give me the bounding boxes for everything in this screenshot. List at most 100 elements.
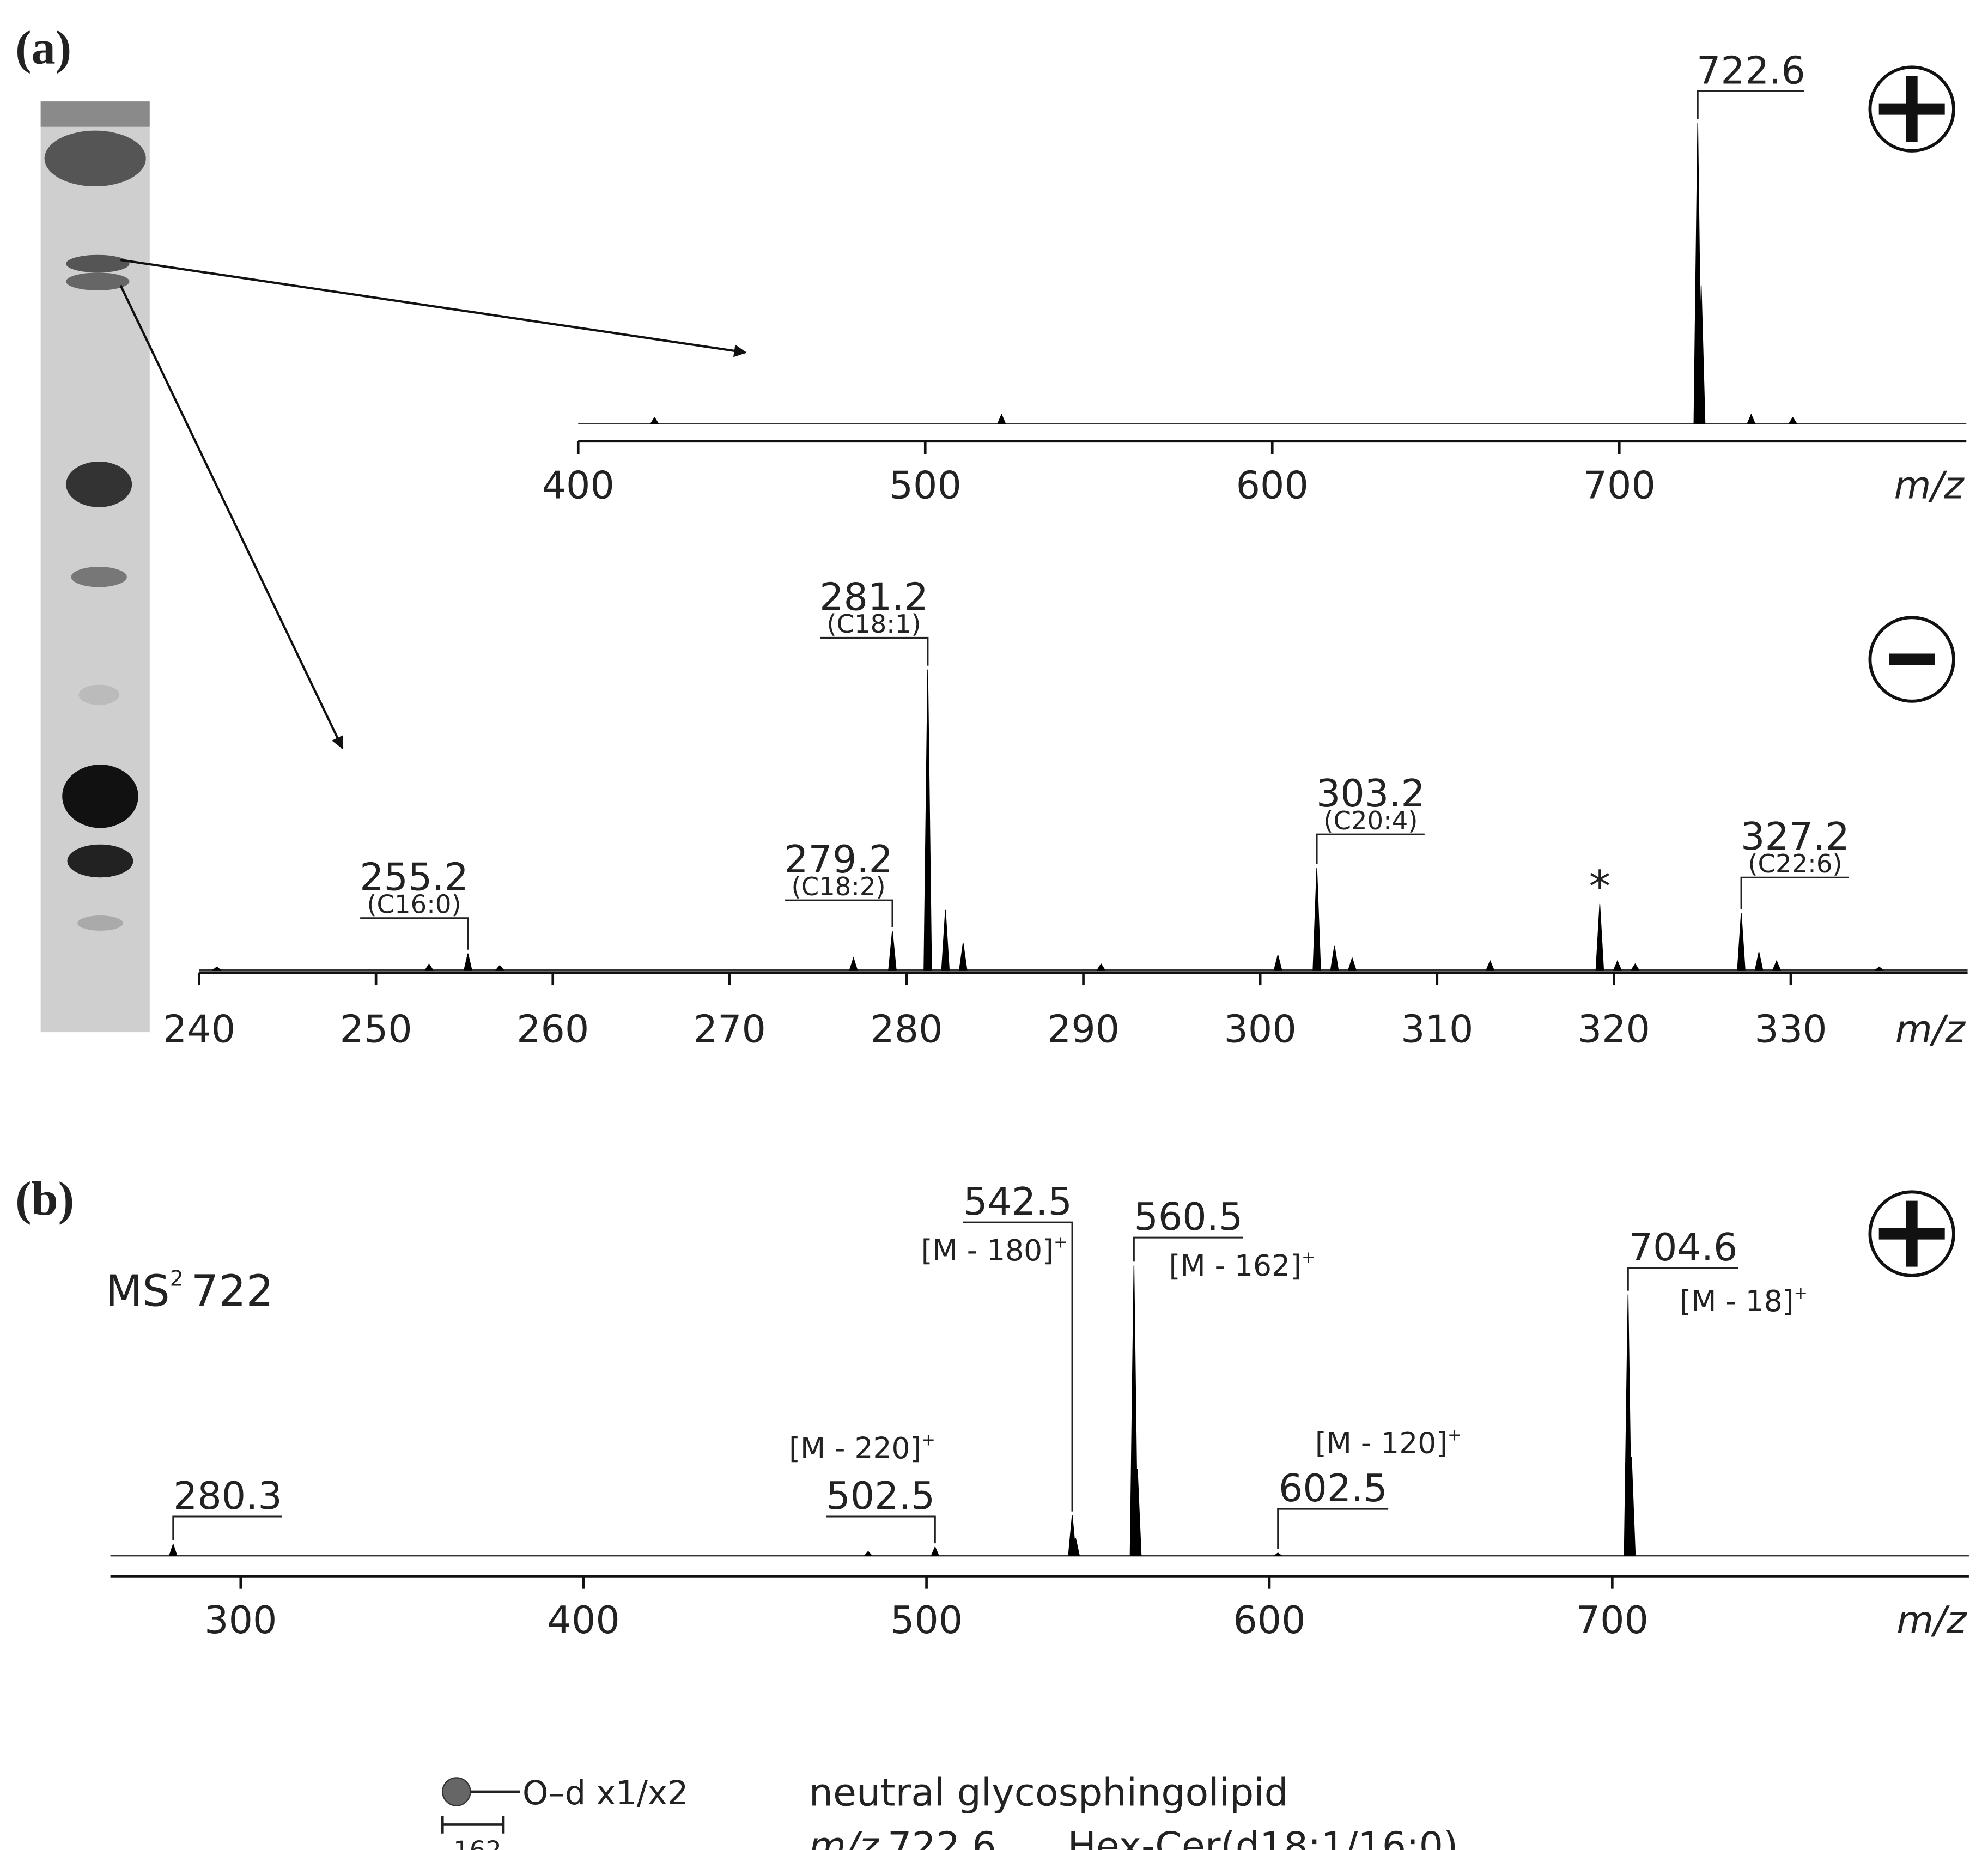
peak-label: 281.2	[819, 575, 928, 619]
x-tick-label: 310	[1401, 1008, 1473, 1052]
ion-charge: +	[1054, 1233, 1067, 1252]
peak-label: 502.5	[826, 1474, 935, 1518]
peak-bracket	[826, 1515, 936, 1544]
peak	[1273, 1552, 1283, 1556]
x-axis-label: m/z	[1896, 1598, 1967, 1642]
ion-label: [M - 18]+	[1680, 1284, 1808, 1318]
mz-value: 722.6	[887, 1824, 996, 1850]
ion-name: [M - 120]	[1315, 1426, 1448, 1460]
peak-bracket	[1697, 90, 1804, 119]
peak	[931, 1546, 940, 1556]
peak	[211, 966, 222, 971]
peak	[849, 956, 858, 971]
x-tick-label: 700	[1583, 463, 1656, 507]
peak-label: 602.5	[1279, 1466, 1388, 1511]
x-tick-label: 700	[1576, 1598, 1649, 1642]
ion-name: [M - 162]	[1169, 1248, 1302, 1283]
x-tick-label: 500	[890, 1598, 963, 1642]
tlc-plate	[40, 101, 747, 1033]
x-tick-label: 260	[516, 1008, 589, 1052]
x-tick-label: 300	[1224, 1008, 1297, 1052]
peak	[888, 931, 897, 971]
x-tick-label: 330	[1754, 1008, 1827, 1052]
peak-bracket	[360, 917, 469, 950]
peak	[1747, 413, 1756, 424]
peak-label: 722.6	[1697, 49, 1805, 93]
ms-precursor: 722	[191, 1266, 273, 1317]
peak-bracket	[1277, 1508, 1389, 1549]
peak-note: (C18:2)	[791, 872, 885, 901]
peak	[1613, 960, 1622, 971]
ion-name: [M - 18]	[1680, 1284, 1794, 1318]
peak-label: 327.2	[1741, 815, 1850, 859]
ion-label: [M - 180]+	[921, 1233, 1068, 1267]
peak	[1096, 963, 1106, 971]
peak	[1874, 966, 1884, 971]
x-tick-label: 280	[870, 1008, 943, 1052]
peak-bracket	[1316, 833, 1425, 864]
x-tick-label: 600	[1233, 1598, 1305, 1642]
peak-bracket	[1627, 1267, 1738, 1291]
ion-label: [M - 120]+	[1315, 1426, 1462, 1460]
ion-charge: +	[921, 1431, 935, 1450]
peak-label: 279.2	[784, 838, 893, 882]
peak-bracket	[963, 1221, 1073, 1512]
peak	[1486, 960, 1495, 971]
species: Hex-Cer(d18:1/16:0)	[1067, 1824, 1458, 1850]
peak-note: (C18:1)	[826, 609, 921, 639]
ion-name: [M - 180]	[921, 1233, 1054, 1267]
x-tick-label: 500	[889, 463, 962, 507]
peak	[864, 1551, 873, 1556]
peak	[464, 953, 472, 971]
x-tick-label: 290	[1047, 1008, 1120, 1052]
peak-note: (C20:4)	[1323, 806, 1418, 835]
peak-bracket	[172, 1515, 282, 1540]
ion-name: [M - 220]	[789, 1431, 921, 1465]
ion-label: [M - 162]+	[1169, 1248, 1316, 1283]
peak-note: (C22:6)	[1748, 849, 1842, 878]
ms-order: 2	[170, 1266, 184, 1291]
ms-label: MS2 722	[105, 1266, 273, 1317]
peak-label: 704.6	[1629, 1226, 1738, 1270]
peak	[997, 413, 1006, 424]
panel-label: (b)	[15, 1172, 74, 1226]
x-axis-label: m/z	[1895, 1008, 1966, 1052]
peak-bracket	[785, 899, 893, 927]
peak	[959, 943, 968, 971]
x-tick-label: 270	[694, 1008, 766, 1052]
peak	[1273, 955, 1282, 971]
ion-charge: +	[1794, 1284, 1808, 1303]
peak	[923, 669, 932, 971]
peak	[1312, 868, 1321, 971]
peak	[168, 1543, 178, 1556]
peak	[1754, 951, 1764, 971]
peak-label: 255.2	[360, 856, 469, 900]
peak-label: 542.5	[963, 1180, 1072, 1224]
peak-label: 560.5	[1134, 1195, 1243, 1239]
polarity-icons	[1868, 65, 1955, 1277]
peak	[1697, 285, 1706, 424]
mass-shift: -162	[444, 1835, 502, 1850]
peak-label: 303.2	[1316, 772, 1425, 816]
peak	[1788, 416, 1798, 424]
peak-mark: *	[1589, 862, 1611, 912]
ion-charge: +	[1302, 1248, 1315, 1267]
x-tick-label: 300	[204, 1598, 277, 1642]
glycan-label: O–d x1/x2	[522, 1774, 688, 1812]
structure-legend: O–d x1/x2 -162 neutral glycosphingolipid…	[441, 1771, 1458, 1850]
peak-bracket	[1740, 876, 1849, 909]
peak	[1737, 913, 1746, 971]
peak-bracket	[820, 636, 929, 666]
peak	[495, 965, 504, 971]
ion-charge: +	[1448, 1426, 1461, 1445]
peak	[941, 909, 950, 971]
ion-label: [M - 220]+	[789, 1431, 935, 1465]
x-tick-label: 600	[1236, 463, 1309, 507]
peak	[1631, 963, 1640, 971]
lipid-class: neutral glycosphingolipid	[809, 1771, 1288, 1815]
peak	[1772, 960, 1782, 971]
x-tick-label: 250	[340, 1008, 412, 1052]
x-tick-label: 400	[548, 1598, 620, 1642]
x-axis-label: m/z	[1894, 463, 1965, 507]
